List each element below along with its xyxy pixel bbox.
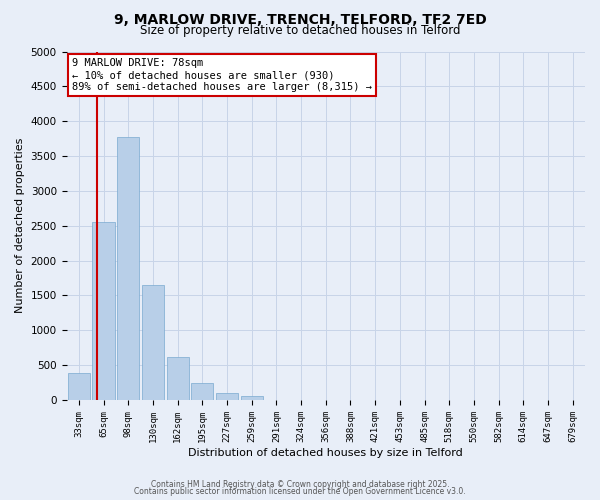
Text: 9 MARLOW DRIVE: 78sqm
← 10% of detached houses are smaller (930)
89% of semi-det: 9 MARLOW DRIVE: 78sqm ← 10% of detached … — [72, 58, 372, 92]
Text: Contains public sector information licensed under the Open Government Licence v3: Contains public sector information licen… — [134, 488, 466, 496]
Bar — [92, 222, 115, 400]
Bar — [216, 393, 238, 400]
Bar — [142, 285, 164, 400]
Bar — [241, 396, 263, 400]
Text: Size of property relative to detached houses in Telford: Size of property relative to detached ho… — [140, 24, 460, 37]
Text: 9, MARLOW DRIVE, TRENCH, TELFORD, TF2 7ED: 9, MARLOW DRIVE, TRENCH, TELFORD, TF2 7E… — [113, 12, 487, 26]
Bar — [191, 382, 214, 400]
Y-axis label: Number of detached properties: Number of detached properties — [15, 138, 25, 314]
Text: Contains HM Land Registry data © Crown copyright and database right 2025.: Contains HM Land Registry data © Crown c… — [151, 480, 449, 489]
X-axis label: Distribution of detached houses by size in Telford: Distribution of detached houses by size … — [188, 448, 463, 458]
Bar — [117, 136, 139, 400]
Bar — [167, 357, 189, 400]
Bar — [68, 373, 90, 400]
